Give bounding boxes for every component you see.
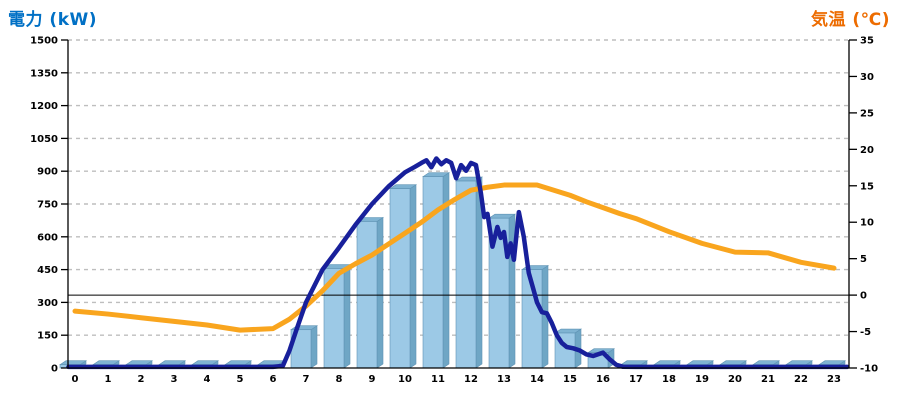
bar-side-face bbox=[310, 325, 318, 369]
bar bbox=[422, 176, 444, 369]
x-tick-label: 13 bbox=[497, 374, 511, 385]
x-tick-label: 1 bbox=[105, 374, 112, 385]
right-tick-label: 15 bbox=[860, 181, 874, 192]
x-tick-label: 10 bbox=[398, 374, 412, 385]
x-tick-label: 8 bbox=[336, 374, 343, 385]
left-tick-label: 600 bbox=[37, 232, 58, 243]
bar-side-face bbox=[376, 216, 384, 369]
x-tick-label: 4 bbox=[204, 374, 211, 385]
right-tick-label: 25 bbox=[860, 108, 874, 119]
x-tick-label: 19 bbox=[695, 374, 709, 385]
right-tick-label: 20 bbox=[860, 145, 874, 156]
x-tick-label: 2 bbox=[138, 374, 145, 385]
left-tick-label: 300 bbox=[37, 298, 58, 309]
x-tick-label: 12 bbox=[464, 374, 478, 385]
x-tick-label: 17 bbox=[629, 374, 643, 385]
right-tick-label: 35 bbox=[860, 36, 874, 47]
right-tick-label: -5 bbox=[860, 327, 871, 338]
bar-side-face bbox=[409, 184, 417, 369]
x-tick-label: 23 bbox=[827, 374, 841, 385]
right-tick-label: 30 bbox=[860, 72, 874, 83]
left-tick-label: 750 bbox=[37, 200, 58, 211]
left-tick-label: 1350 bbox=[30, 68, 58, 79]
x-tick-label: 6 bbox=[270, 374, 277, 385]
x-tick-label: 0 bbox=[72, 374, 79, 385]
right-axis-title: 気温 (℃) bbox=[810, 10, 890, 30]
left-axis-title: 電力 (kW) bbox=[8, 10, 98, 30]
bar bbox=[389, 188, 411, 369]
bar bbox=[455, 180, 477, 369]
x-tick-label: 18 bbox=[662, 374, 676, 385]
x-tick-label: 14 bbox=[530, 374, 544, 385]
x-tick-label: 11 bbox=[431, 374, 445, 385]
x-tick-label: 21 bbox=[761, 374, 775, 385]
right-tick-label: 0 bbox=[860, 291, 867, 302]
right-tick-label: -10 bbox=[860, 364, 878, 375]
x-tick-label: 15 bbox=[563, 374, 577, 385]
x-tick-label: 20 bbox=[728, 374, 742, 385]
power-line bbox=[66, 156, 850, 370]
x-tick-label: 3 bbox=[171, 374, 178, 385]
right-tick-label: 10 bbox=[860, 218, 874, 229]
x-tick-label: 5 bbox=[237, 374, 244, 385]
right-tick-label: 5 bbox=[860, 254, 867, 265]
x-tick-label: 7 bbox=[303, 374, 310, 385]
left-tick-label: 900 bbox=[37, 167, 58, 178]
x-tick-label: 16 bbox=[596, 374, 610, 385]
left-tick-label: 1050 bbox=[30, 134, 58, 145]
bar-side-face bbox=[343, 263, 351, 369]
left-tick-label: 1200 bbox=[30, 101, 58, 112]
x-tick-label: 9 bbox=[369, 374, 376, 385]
left-tick-label: 150 bbox=[37, 331, 58, 342]
left-tick-label: 1500 bbox=[30, 36, 58, 47]
x-tick-label: 22 bbox=[794, 374, 808, 385]
left-tick-label: 450 bbox=[37, 265, 58, 276]
left-tick-label: 0 bbox=[51, 364, 58, 375]
temperature-line bbox=[72, 182, 837, 333]
